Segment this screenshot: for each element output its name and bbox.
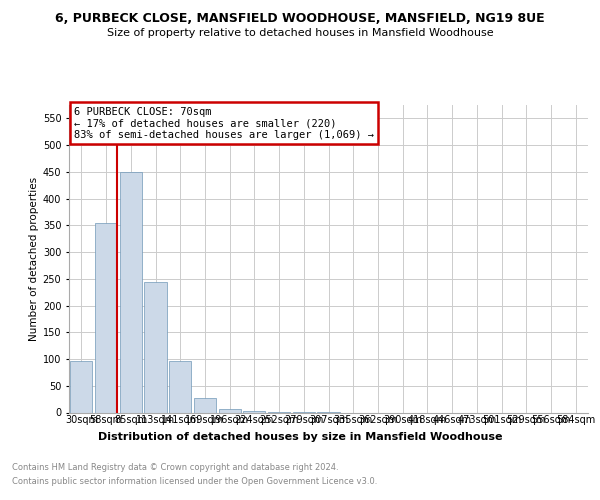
Text: Distribution of detached houses by size in Mansfield Woodhouse: Distribution of detached houses by size … xyxy=(98,432,502,442)
Bar xyxy=(119,172,142,412)
Bar xyxy=(145,282,167,412)
Bar xyxy=(70,360,92,412)
Bar xyxy=(95,223,117,412)
Text: Contains HM Land Registry data © Crown copyright and database right 2024.: Contains HM Land Registry data © Crown c… xyxy=(12,462,338,471)
Text: 6, PURBECK CLOSE, MANSFIELD WOODHOUSE, MANSFIELD, NG19 8UE: 6, PURBECK CLOSE, MANSFIELD WOODHOUSE, M… xyxy=(55,12,545,26)
Bar xyxy=(194,398,216,412)
Text: 6 PURBECK CLOSE: 70sqm
← 17% of detached houses are smaller (220)
83% of semi-de: 6 PURBECK CLOSE: 70sqm ← 17% of detached… xyxy=(74,106,374,140)
Y-axis label: Number of detached properties: Number of detached properties xyxy=(29,176,38,341)
Bar xyxy=(169,360,191,412)
Bar xyxy=(218,410,241,412)
Text: Contains public sector information licensed under the Open Government Licence v3: Contains public sector information licen… xyxy=(12,478,377,486)
Text: Size of property relative to detached houses in Mansfield Woodhouse: Size of property relative to detached ho… xyxy=(107,28,493,38)
